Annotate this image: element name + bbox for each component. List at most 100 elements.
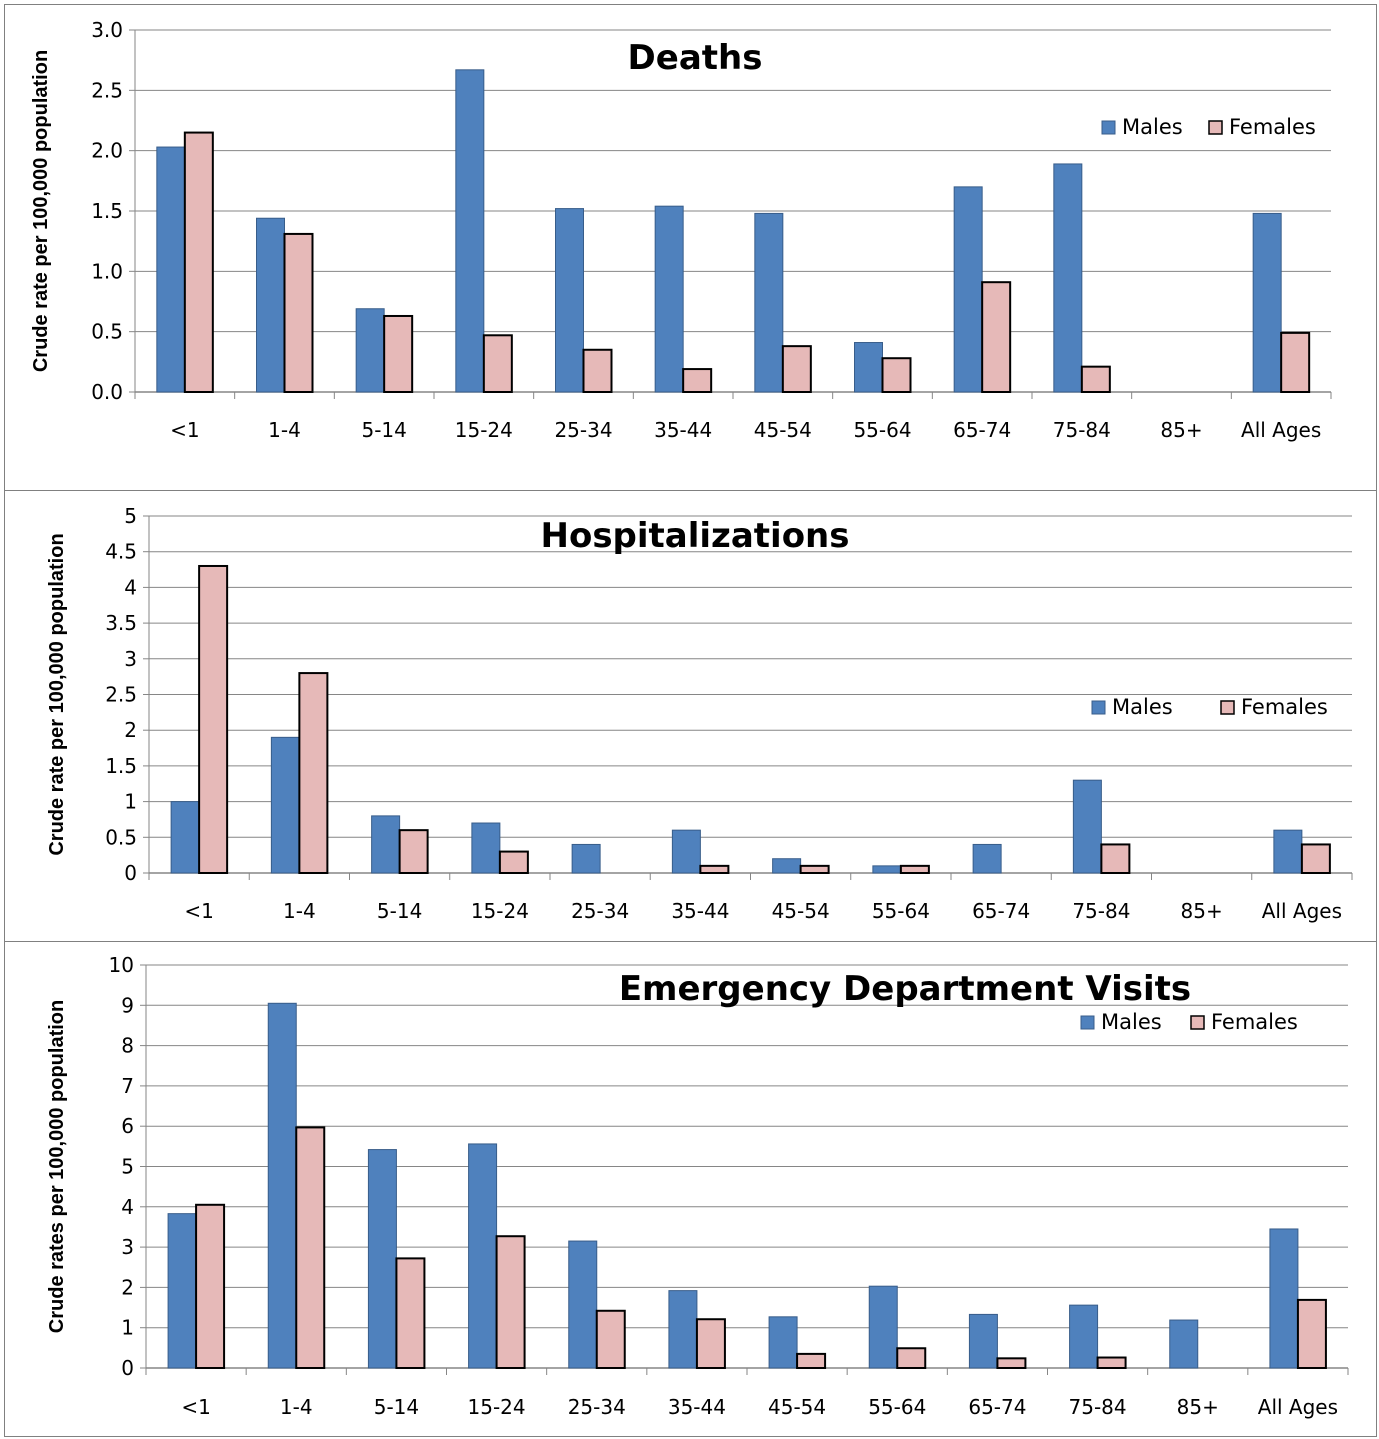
bar-males xyxy=(1252,212,1282,393)
bar-females xyxy=(896,1347,927,1369)
x-tick-label: 1-4 xyxy=(280,1395,313,1419)
x-tick-label: 25-34 xyxy=(571,899,629,923)
bar-males xyxy=(1072,779,1102,874)
legend-swatch-females xyxy=(1190,1015,1205,1030)
legend-swatch-females xyxy=(1208,120,1223,135)
deaths-chart-panel: 0.0 0.5 1.0 1.5 2.0 2.5 3.0 <1 1-4 5-14 15-24 25-34… xyxy=(4,4,1377,491)
bar-females xyxy=(195,1203,226,1369)
y-axis-label: Crude rate per 100,000 population xyxy=(30,50,52,372)
y-tick-label: 10 xyxy=(109,953,134,977)
y-tick-label: 2.5 xyxy=(105,683,137,707)
x-tick-label: 15-24 xyxy=(455,418,513,442)
legend-label-females: Females xyxy=(1211,1010,1298,1034)
x-tick-label: 65-74 xyxy=(972,899,1030,923)
x-tick-label: 75-84 xyxy=(1072,899,1130,923)
x-tick-label: 5-14 xyxy=(374,1395,419,1419)
bar-males xyxy=(468,1143,498,1369)
y-tick-label: 1.0 xyxy=(91,259,123,283)
bar-males xyxy=(355,308,385,393)
y-tick-label: 0 xyxy=(124,861,137,885)
bar-males xyxy=(854,342,883,393)
bar-females xyxy=(796,1352,827,1369)
y-tick-label: 4 xyxy=(124,575,137,599)
chart-title: Deaths xyxy=(628,38,763,78)
bar-males xyxy=(270,736,300,874)
y-tick-label: 3.5 xyxy=(105,611,137,635)
bar-males xyxy=(367,1149,397,1369)
y-tick-label: 4.5 xyxy=(105,540,137,564)
deaths-chart: 0.0 0.5 1.0 1.5 2.0 2.5 3.0 <1 1-4 5-14 15-24 25-34… xyxy=(30,18,1332,442)
x-tick-label: 85+ xyxy=(1177,1395,1219,1419)
ed-visits-chart-panel: 0 1 2 3 4 5 6 7 8 9 10 <1 1-4 5-14 15-24 25-34 35-44 45-5… xyxy=(4,941,1377,1437)
chart-title: Hospitalizations xyxy=(541,516,850,556)
legend-swatch-males xyxy=(1080,1015,1095,1030)
x-tick-label: 5-14 xyxy=(377,899,422,923)
bar-females xyxy=(1300,843,1331,875)
x-tick-label: 1-4 xyxy=(268,418,301,442)
x-tick-label: 85+ xyxy=(1160,418,1202,442)
bar-males xyxy=(654,205,684,393)
bar-males xyxy=(471,822,501,874)
x-tick-label: 35-44 xyxy=(671,899,729,923)
x-tick-label: <1 xyxy=(170,418,199,442)
y-tick-label: 9 xyxy=(121,993,134,1017)
bar-females xyxy=(498,850,529,874)
bar-males xyxy=(671,829,701,874)
bar-males xyxy=(754,212,784,393)
bar-females xyxy=(283,232,314,393)
bar-males xyxy=(455,69,485,393)
bar-males xyxy=(568,1240,598,1369)
bar-males xyxy=(267,1002,297,1369)
bar-males xyxy=(156,146,186,393)
bar-females xyxy=(183,131,214,393)
x-tick-label: 45-54 xyxy=(754,418,812,442)
bar-males xyxy=(868,1285,898,1369)
bar-males xyxy=(1269,1228,1299,1369)
bar-males xyxy=(555,208,584,393)
bar-females xyxy=(482,334,513,393)
x-tick-label: 55-64 xyxy=(868,1395,926,1419)
legend-label-males: Males xyxy=(1112,695,1173,719)
bar-females xyxy=(1296,1298,1327,1370)
bar-males xyxy=(668,1290,698,1369)
y-axis-label: Crude rates per 100,000 population xyxy=(46,1000,68,1333)
legend-label-females: Females xyxy=(1241,695,1328,719)
x-tick-label: 65-74 xyxy=(953,418,1011,442)
legend-label-males: Males xyxy=(1101,1010,1162,1034)
x-tick-label: <1 xyxy=(184,899,213,923)
x-tick-label: 75-84 xyxy=(1053,418,1111,442)
y-tick-label: 0.0 xyxy=(91,380,123,404)
bar-females xyxy=(383,314,414,394)
bar-males xyxy=(768,1316,798,1369)
y-tick-label: 5 xyxy=(121,1155,134,1179)
bar-males xyxy=(1273,829,1303,874)
y-tick-label: 6 xyxy=(121,1114,134,1138)
y-tick-label: 1.5 xyxy=(91,199,123,223)
bar-females xyxy=(395,1257,426,1369)
bar-females xyxy=(398,829,429,875)
bar-males xyxy=(167,1213,197,1369)
bar-females xyxy=(695,1318,726,1369)
y-tick-label: 1.5 xyxy=(105,754,137,778)
x-tick-label: 65-74 xyxy=(968,1395,1026,1419)
y-tick-label: 3 xyxy=(124,647,137,671)
bar-females xyxy=(682,368,713,393)
bar-females xyxy=(582,348,613,393)
bar-males xyxy=(1053,163,1083,393)
y-tick-label: 1 xyxy=(124,790,137,814)
bar-males xyxy=(571,843,601,874)
y-axis-label: Crude rate per 100,000 population xyxy=(46,533,68,855)
x-tick-label: 55-64 xyxy=(872,899,930,923)
hospitalizations-chart: 0 0.5 1 1.5 2 2.5 3 3.5 4 4.5 5 <1 1-4 5-14 15-24 25-34… xyxy=(46,504,1353,923)
bar-females xyxy=(781,345,812,393)
bar-females xyxy=(198,564,229,874)
y-tick-label: 8 xyxy=(121,1034,134,1058)
x-tick-label: 25-34 xyxy=(568,1395,626,1419)
legend-swatch-females xyxy=(1220,700,1235,715)
legend-swatch-males xyxy=(1091,700,1106,715)
bar-females xyxy=(1100,843,1131,875)
legend-swatch-males xyxy=(1101,120,1116,135)
y-tick-label: 2 xyxy=(121,1275,134,1299)
hospitalizations-chart-panel: 0 0.5 1 1.5 2 2.5 3 3.5 4 4.5 5 <1 1-4 5-14 15-24 25-34… xyxy=(4,490,1377,942)
bar-females xyxy=(699,864,730,874)
